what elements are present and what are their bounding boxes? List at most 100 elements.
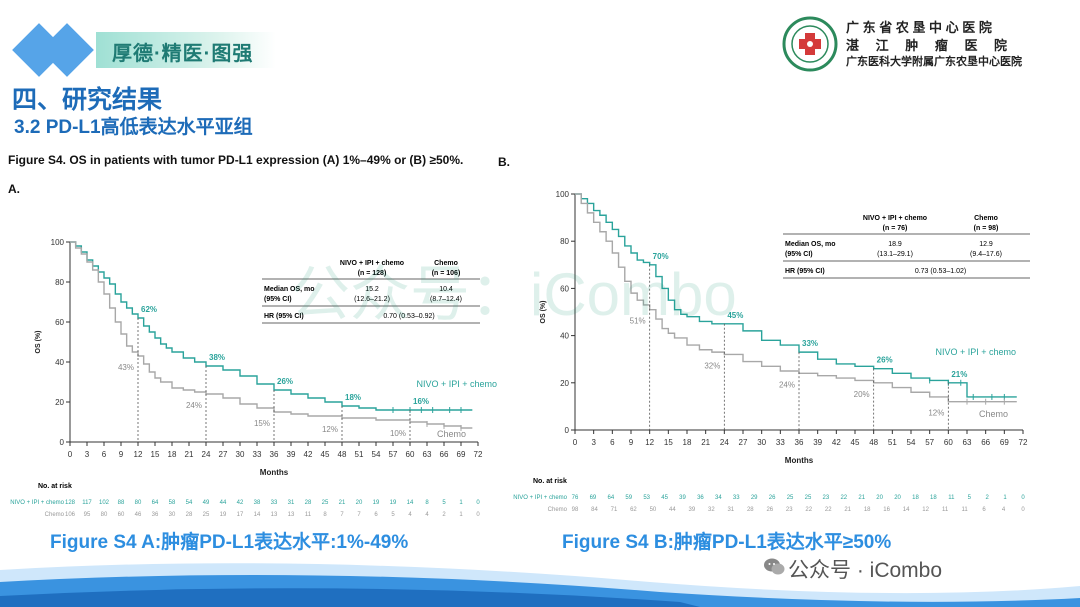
at-risk-value: 19 — [373, 500, 380, 506]
at-risk-value: 76 — [572, 495, 579, 501]
at-risk-value: 14 — [254, 512, 261, 518]
x-tick-label: 69 — [457, 450, 466, 459]
at-risk-row-label: NIVO + IPI + chemo — [513, 495, 567, 501]
x-tick-label: 39 — [813, 438, 822, 447]
x-tick-label: 54 — [372, 450, 381, 459]
at-risk-value: 11 — [961, 507, 968, 513]
x-tick-label: 12 — [134, 450, 143, 459]
chemo-curve — [70, 241, 473, 429]
at-risk-value: 8 — [323, 512, 327, 518]
at-risk-value: 34 — [715, 495, 722, 501]
bottom-swoosh — [0, 563, 1080, 607]
table-row-label: Median OS, mo — [785, 241, 836, 248]
at-risk-value: 13 — [288, 512, 295, 518]
x-tick-label: 36 — [795, 438, 804, 447]
x-tick-label: 21 — [701, 438, 710, 447]
x-tick-label: 69 — [1000, 438, 1009, 447]
milestone-label-nivo: 18% — [345, 393, 361, 402]
x-tick-label: 27 — [219, 450, 228, 459]
x-tick-label: 33 — [253, 450, 262, 459]
milestone-label-chemo: 15% — [254, 419, 270, 428]
at-risk-value: 23 — [823, 495, 830, 501]
at-risk-value: 32 — [708, 507, 715, 513]
at-risk-value: 7 — [357, 512, 361, 518]
at-risk-value: 4 — [425, 512, 429, 518]
table-hr-label: HR (95% CI) — [785, 268, 825, 275]
at-risk-value: 6 — [982, 507, 986, 513]
table-col2-header: Chemo — [434, 260, 458, 267]
table-value-ci: (9.4–17.6) — [970, 251, 1002, 258]
table-value-ci: (8.7–12.4) — [430, 296, 462, 303]
nivo-curve — [70, 241, 473, 411]
at-risk-value: 31 — [288, 500, 295, 506]
at-risk-value: 33 — [271, 500, 278, 506]
milestone-label-nivo: 21% — [951, 370, 967, 379]
at-risk-value: 20 — [876, 495, 883, 501]
table-value-ci: (13.1–29.1) — [877, 251, 913, 258]
at-risk-value: 20 — [356, 500, 363, 506]
at-risk-value: 18 — [930, 495, 937, 501]
page-title: 四、研究结果 — [12, 86, 163, 114]
at-risk-value: 25 — [203, 512, 210, 518]
at-risk-value: 5 — [391, 512, 395, 518]
at-risk-value: 50 — [650, 507, 657, 513]
at-risk-value: 11 — [948, 495, 955, 501]
table-value: 15.2 — [365, 286, 379, 293]
at-risk-value: 38 — [254, 500, 261, 506]
x-tick-label: 42 — [832, 438, 841, 447]
at-risk-value: 106 — [65, 512, 76, 518]
at-risk-value: 28 — [747, 507, 754, 513]
x-tick-label: 3 — [591, 438, 596, 447]
watermark-text: 公众号：iCombo — [290, 261, 737, 328]
at-risk-value: 0 — [476, 500, 480, 506]
x-tick-label: 3 — [85, 450, 90, 459]
x-tick-label: 36 — [270, 450, 279, 459]
motto-banner — [96, 32, 276, 68]
y-tick-label: 80 — [55, 278, 64, 287]
at-risk-value: 98 — [572, 507, 579, 513]
y-tick-label: 40 — [560, 332, 569, 341]
x-tick-label: 12 — [645, 438, 654, 447]
x-tick-label: 51 — [888, 438, 897, 447]
milestone-label-nivo: 26% — [877, 356, 893, 365]
table-col2-n: (n = 98) — [974, 225, 999, 232]
milestone-label-chemo: 24% — [779, 380, 795, 389]
x-tick-label: 60 — [406, 450, 415, 459]
at-risk-value: 22 — [805, 507, 812, 513]
panel-label-a: A. — [8, 182, 20, 196]
y-tick-label: 0 — [565, 426, 570, 435]
at-risk-value: 45 — [661, 495, 668, 501]
milestone-label-chemo: 12% — [322, 425, 338, 434]
x-tick-label: 66 — [981, 438, 990, 447]
y-tick-label: 20 — [55, 398, 64, 407]
y-tick-label: 40 — [55, 358, 64, 367]
x-tick-label: 33 — [776, 438, 785, 447]
at-risk-value: 36 — [697, 495, 704, 501]
at-risk-value: 36 — [152, 512, 159, 518]
x-axis-title: Months — [785, 456, 814, 465]
caption-b: Figure S4 B:肿瘤PD-L1表达水平≥50% — [562, 532, 892, 553]
at-risk-row-label: Chemo — [45, 512, 65, 518]
milestone-label-nivo: 45% — [727, 311, 743, 320]
x-tick-label: 63 — [423, 450, 432, 459]
table-hr-value: 0.73 (0.53–1.02) — [915, 268, 966, 275]
nivo-curve — [575, 193, 1017, 398]
milestone-label-chemo: 51% — [630, 317, 646, 326]
x-tick-label: 18 — [168, 450, 177, 459]
at-risk-value: 20 — [894, 495, 901, 501]
at-risk-value: 25 — [805, 495, 812, 501]
at-risk-value: 22 — [825, 507, 832, 513]
x-axis-title: Months — [260, 468, 289, 477]
legend-chemo: Chemo — [979, 409, 1008, 419]
at-risk-value: 18 — [864, 507, 871, 513]
x-tick-label: 45 — [851, 438, 860, 447]
table-col1-header: NIVO + IPI + chemo — [863, 215, 927, 222]
table-value-ci: (12.6–21.2) — [354, 296, 390, 303]
at-risk-value: 14 — [903, 507, 910, 513]
table-hr-value: 0.70 (0.53–0.92) — [383, 313, 434, 320]
milestone-label-chemo: 10% — [390, 429, 406, 438]
table-row-label: Median OS, mo — [264, 286, 315, 293]
x-tick-label: 42 — [304, 450, 313, 459]
at-risk-value: 25 — [787, 495, 794, 501]
x-tick-label: 9 — [629, 438, 634, 447]
